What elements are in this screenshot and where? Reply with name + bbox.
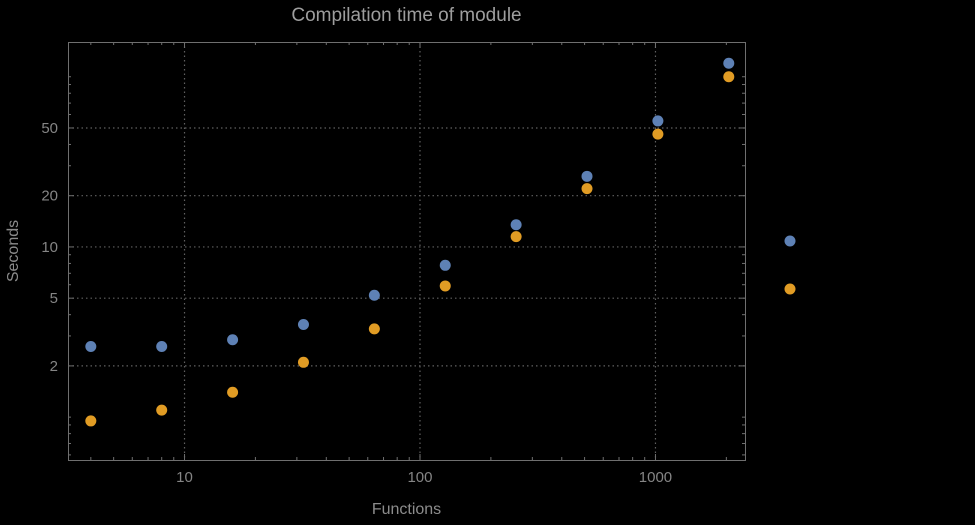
data-point-blue <box>368 289 380 301</box>
y-tick-label: 5 <box>50 290 58 307</box>
data-point-blue <box>510 219 522 231</box>
legend-marker-blue <box>784 235 796 247</box>
x-tick-label: 1000 <box>639 469 672 486</box>
data-point-blue <box>581 170 593 182</box>
data-point-blue <box>227 334 239 346</box>
data-point-blue <box>723 57 735 69</box>
data-point-blue <box>156 341 168 353</box>
y-axis-label: Seconds <box>5 219 22 283</box>
chart-title: Compilation time of module <box>291 5 522 26</box>
data-point-orange <box>227 386 239 398</box>
data-point-orange <box>439 280 451 292</box>
y-tick-label: 10 <box>41 239 58 256</box>
x-tick-label: 100 <box>407 469 432 486</box>
data-point-blue <box>85 341 97 353</box>
data-point-orange <box>156 404 168 416</box>
data-point-blue <box>439 259 451 271</box>
y-tick-label: 50 <box>41 120 58 137</box>
legend-marker-orange <box>784 283 796 295</box>
x-tick-label: 10 <box>176 469 193 486</box>
data-point-orange <box>652 128 664 140</box>
x-axis-label: Functions <box>371 501 442 518</box>
y-tick-label: 2 <box>50 358 58 375</box>
data-point-orange <box>368 323 380 335</box>
data-point-orange <box>510 231 522 243</box>
data-point-orange <box>723 71 735 83</box>
y-tick-label: 20 <box>41 188 58 205</box>
data-point-blue <box>652 115 664 127</box>
data-point-orange <box>581 183 593 195</box>
data-point-orange <box>297 356 309 368</box>
plot-frame <box>68 42 746 461</box>
data-point-blue <box>297 319 309 331</box>
data-point-orange <box>85 415 97 427</box>
